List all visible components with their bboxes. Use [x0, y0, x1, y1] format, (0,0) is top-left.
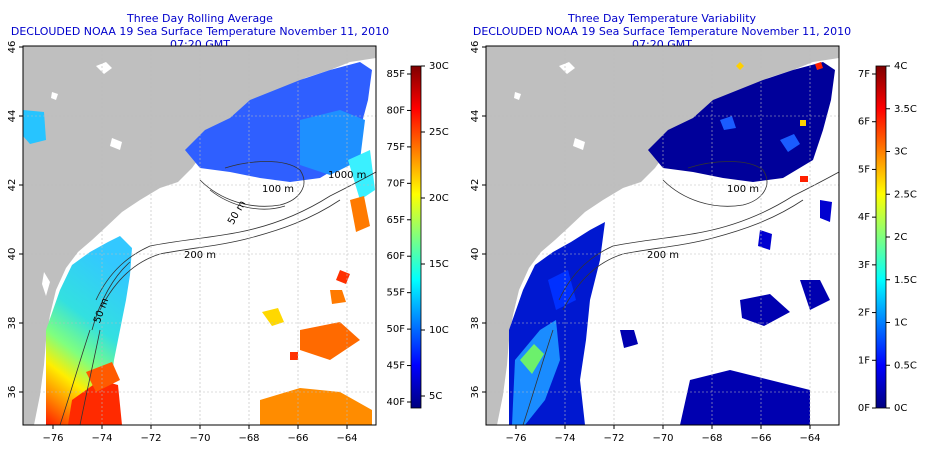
x-tick-label: −66 — [750, 433, 771, 444]
colorbar-c-label: 2.5C — [894, 189, 917, 200]
colorbar-c-label: 1.5C — [894, 275, 917, 286]
colorbar-c-label: 30C — [429, 61, 449, 72]
contour-label: 1000 m — [328, 170, 366, 181]
x-tick-label: −72 — [140, 433, 161, 444]
colorbar-c-label: 0C — [894, 403, 907, 414]
contour-label: 200 m — [184, 250, 216, 261]
colorbar-f-label: 85F — [387, 69, 406, 80]
y-tick-label: 44 — [7, 110, 18, 123]
x-tick-label: −68 — [701, 433, 722, 444]
colorbar-f-label: 5F — [858, 164, 870, 175]
colorbar-f-label: 4F — [858, 212, 870, 223]
colorbar-f-label: 7F — [858, 69, 870, 80]
right-title-line1: Three Day Temperature Variability — [567, 12, 757, 25]
x-tick-label: −74 — [91, 433, 112, 444]
colorbar-f-label: 2F — [858, 308, 870, 319]
colorbar-c-label: 3.5C — [894, 104, 917, 115]
y-tick-label: 36 — [7, 386, 18, 399]
y-tick-label: 42 — [470, 179, 481, 192]
x-tick-label: −68 — [238, 433, 259, 444]
y-tick-label: 44 — [470, 110, 481, 123]
colorbar-f-label: 40F — [387, 397, 406, 408]
colorbar-f-label: 0F — [858, 403, 870, 414]
colorbar-f-label: 75F — [387, 142, 406, 153]
colorbar-f-label: 55F — [387, 288, 406, 299]
x-tick-label: −64 — [799, 433, 820, 444]
x-tick-label: −76 — [42, 433, 63, 444]
x-tick-label: −72 — [603, 433, 624, 444]
land-mass — [23, 46, 376, 425]
left-colorbar: 40F 45F 50F 55F 60F 65F 70F 75F 80F 85F 5C 10C 15C 2… — [387, 61, 449, 409]
right-colorbar: 0F 1F 2F 3F 4F 5F 6F 7F 0C 0.5C 1C 1.5C 2C 2.5C 3C 3.5… — [858, 61, 917, 414]
colorbar-c-label: 4C — [894, 61, 907, 72]
y-tick-label: 38 — [7, 317, 18, 330]
y-tick-label: 46 — [470, 41, 481, 54]
contour-label: 200 m — [647, 250, 679, 261]
colorbar-f-label: 80F — [387, 105, 406, 116]
colorbar-c-label: 10C — [429, 325, 449, 336]
y-tick-label: 38 — [470, 317, 481, 330]
left-axes: −76 −74 −72 −70 −68 −66 −64 36 38 40 42 44 46 — [7, 41, 358, 444]
colorbar-f-label: 50F — [387, 324, 406, 335]
colorbar-c-label: 20C — [429, 193, 449, 204]
colorbar-f-label: 1F — [858, 355, 870, 366]
colorbar-f-label: 60F — [387, 251, 406, 262]
left-title-line1: Three Day Rolling Average — [127, 12, 273, 25]
colorbar-c-label: 25C — [429, 127, 449, 138]
variability-gulf-of-maine — [648, 62, 835, 182]
colorbar-f-label: 65F — [387, 215, 406, 226]
y-tick-label: 40 — [7, 248, 18, 261]
contour-label: 100 m — [727, 184, 759, 195]
x-tick-label: −74 — [554, 433, 575, 444]
colorbar-c-label: 15C — [429, 259, 449, 270]
colorbar-f-label: 70F — [387, 178, 406, 189]
x-tick-label: −70 — [189, 433, 210, 444]
y-tick-label: 36 — [470, 386, 481, 399]
right-map: 200 m 100 m — [485, 45, 840, 426]
contour-label: 100 m — [262, 184, 294, 195]
x-tick-label: −64 — [336, 433, 357, 444]
colorbar-c-label: 1C — [894, 318, 907, 329]
colorbar-c-label: 0.5C — [894, 360, 917, 371]
colorbar-c-label: 3C — [894, 147, 907, 158]
x-tick-label: −66 — [287, 433, 308, 444]
land-mass — [486, 46, 839, 425]
y-tick-label: 42 — [7, 179, 18, 192]
colorbar-c-label: 5C — [429, 391, 442, 402]
colorbar-f-label: 3F — [858, 260, 870, 271]
x-tick-label: −76 — [505, 433, 526, 444]
x-tick-label: −70 — [652, 433, 673, 444]
right-axes: −76 −74 −72 −70 −68 −66 −64 36 38 40 42 44 46 — [470, 41, 821, 444]
colorbar-c-label: 2C — [894, 232, 907, 243]
y-tick-label: 46 — [7, 41, 18, 54]
colorbar-f-label: 45F — [387, 361, 406, 372]
left-map: 200 m 100 m 50 m 1000 m 50 m — [22, 45, 377, 426]
colorbar-f-label: 6F — [858, 117, 870, 128]
y-tick-label: 40 — [470, 248, 481, 261]
